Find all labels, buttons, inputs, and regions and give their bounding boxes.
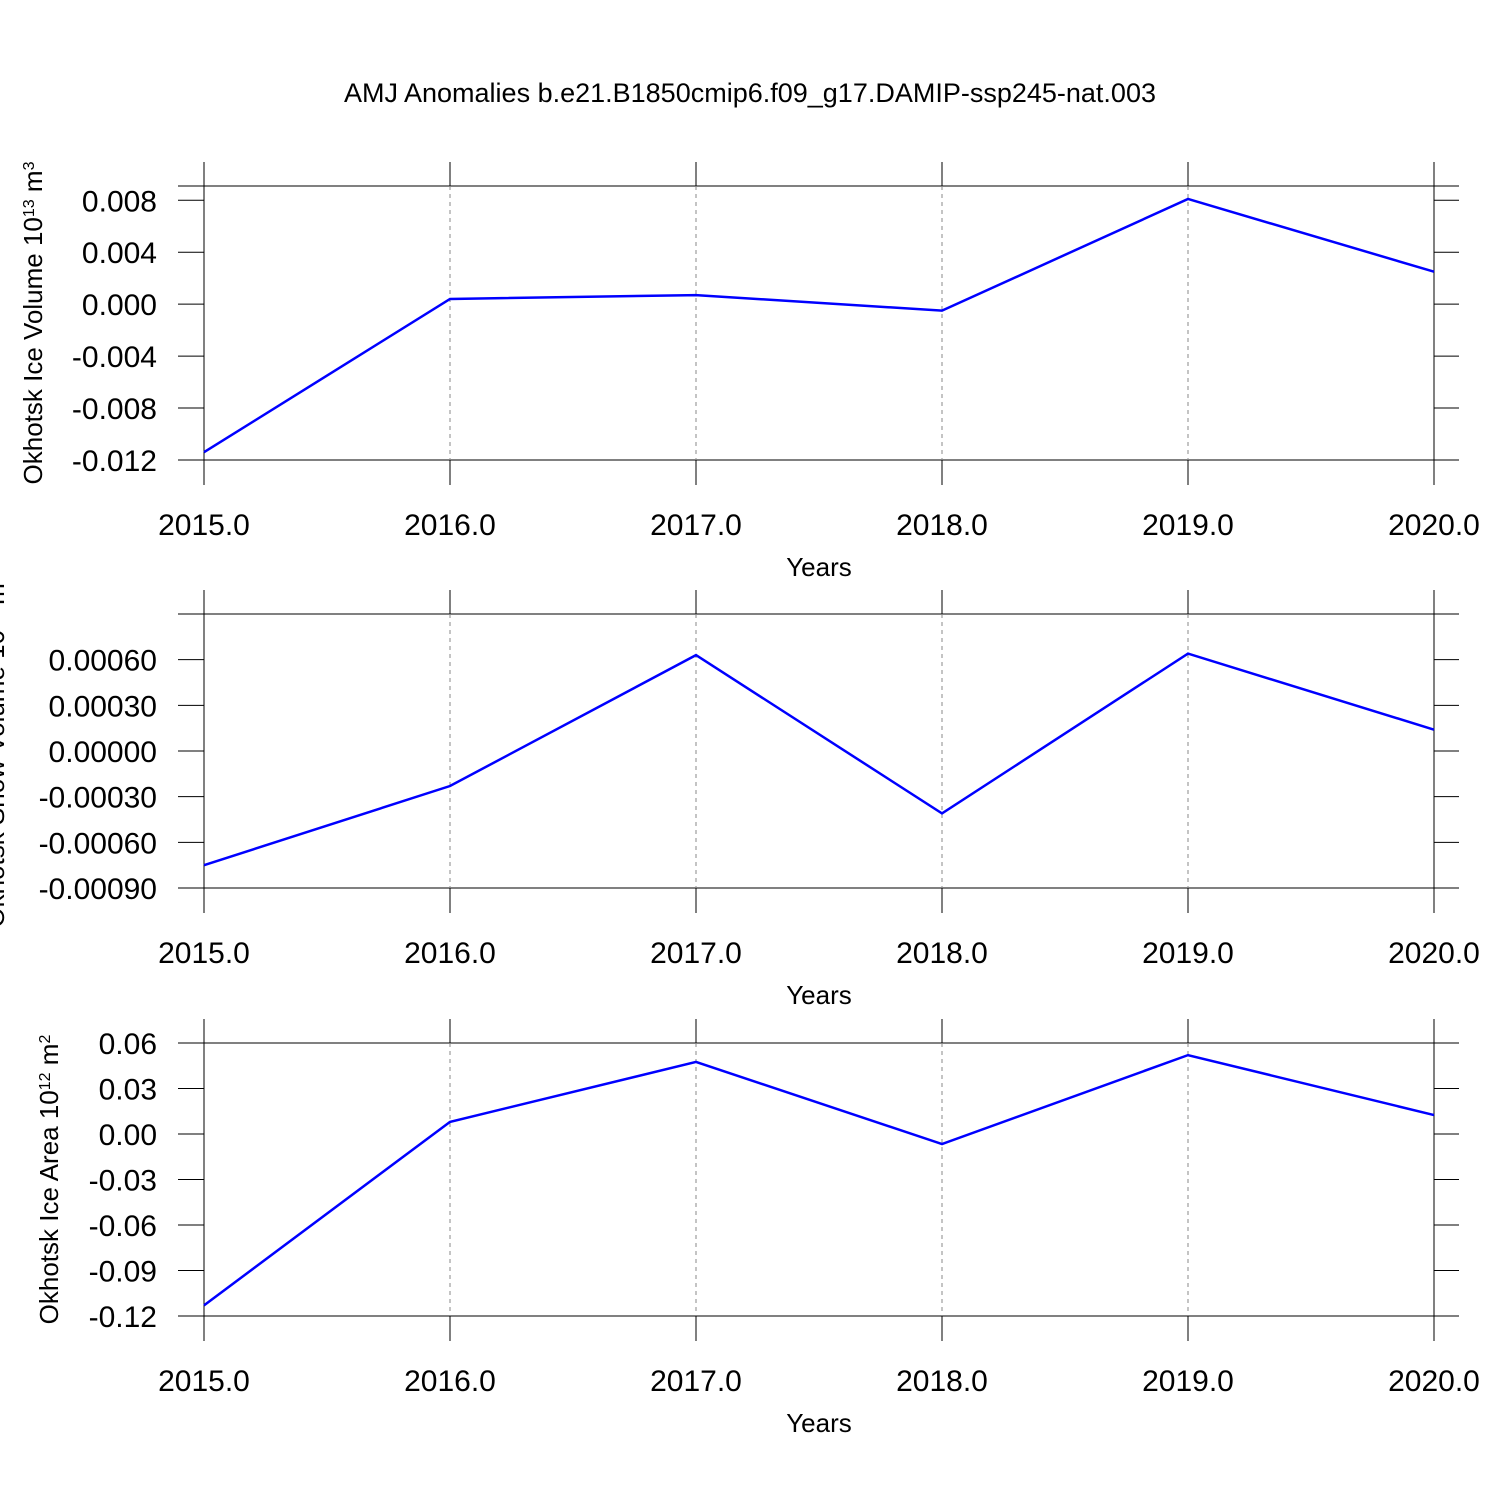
y-axis-label-part: m (0, 583, 10, 612)
y-tick-label: -0.09 (89, 1256, 157, 1289)
y-axis-label-part: 3 (21, 161, 38, 170)
y-tick-label: 0.03 (99, 1074, 157, 1107)
y-tick-label: 0.004 (82, 237, 157, 270)
y-axis-label-part: 2 (37, 1035, 54, 1044)
data-line (203, 652, 1435, 867)
y-tick-label: 0.000 (82, 289, 157, 322)
data-line (203, 1053, 1435, 1307)
data-line (203, 197, 1435, 454)
y-tick-label: -0.06 (89, 1210, 157, 1243)
x-tick-label: 2019.0 (1142, 937, 1234, 970)
y-axis-label-part: 13 (21, 199, 38, 217)
x-tick-label: 2018.0 (896, 509, 988, 542)
y-tick-label: -0.008 (72, 393, 157, 426)
y-tick-label: 0.00030 (49, 690, 157, 723)
x-tick-label: 2017.0 (650, 509, 742, 542)
x-tick-label: 2015.0 (158, 509, 250, 542)
y-tick-label: -0.00030 (39, 782, 157, 815)
y-tick-label: -0.00090 (39, 873, 157, 906)
y-axis-label-part: Okhotsk Snow Volume 10 (0, 630, 10, 928)
x-tick-label: 2016.0 (404, 509, 496, 542)
y-tick-label: -0.012 (72, 445, 157, 478)
y-axis-label-part: 12 (37, 1072, 54, 1090)
y-axis-label: Okhotsk Ice Area 1012 m2 (34, 1035, 64, 1325)
y-axis-label: Okhotsk Ice Volume 1013 m3 (18, 161, 48, 484)
x-tick-label: 2015.0 (158, 937, 250, 970)
x-tick-label: 2020.0 (1388, 937, 1480, 970)
x-axis-label: Years (786, 980, 852, 1010)
y-tick-label: 0.00 (99, 1119, 157, 1152)
x-axis-label: Years (786, 1408, 852, 1438)
x-axis-label: Years (786, 552, 852, 582)
y-tick-label: -0.004 (72, 341, 157, 374)
y-axis-label-part: Okhotsk Ice Volume 10 (18, 217, 48, 484)
y-axis-label: Okhotsk Snow Volume 1013 m3 (0, 574, 10, 927)
y-tick-label: -0.12 (89, 1301, 157, 1334)
y-axis-label-part: m (34, 1044, 64, 1073)
y-axis-label-part: m (18, 170, 48, 199)
x-tick-label: 2018.0 (896, 937, 988, 970)
y-tick-label: 0.06 (99, 1028, 157, 1061)
y-tick-label: -0.03 (89, 1165, 157, 1198)
x-tick-label: 2017.0 (650, 1365, 742, 1398)
y-tick-label: 0.00000 (49, 736, 157, 769)
y-tick-label: -0.00060 (39, 827, 157, 860)
x-tick-label: 2017.0 (650, 937, 742, 970)
figure-title: AMJ Anomalies b.e21.B1850cmip6.f09_g17.D… (344, 78, 1156, 108)
x-tick-label: 2015.0 (158, 1365, 250, 1398)
y-tick-label: 0.008 (82, 185, 157, 218)
y-axis-label-part: Okhotsk Ice Area 10 (34, 1090, 64, 1324)
x-tick-label: 2020.0 (1388, 1365, 1480, 1398)
x-tick-label: 2019.0 (1142, 509, 1234, 542)
x-tick-label: 2018.0 (896, 1365, 988, 1398)
x-tick-label: 2020.0 (1388, 509, 1480, 542)
x-tick-label: 2019.0 (1142, 1365, 1234, 1398)
y-tick-label: 0.00060 (49, 645, 157, 678)
x-tick-label: 2016.0 (404, 1365, 496, 1398)
x-tick-label: 2016.0 (404, 937, 496, 970)
